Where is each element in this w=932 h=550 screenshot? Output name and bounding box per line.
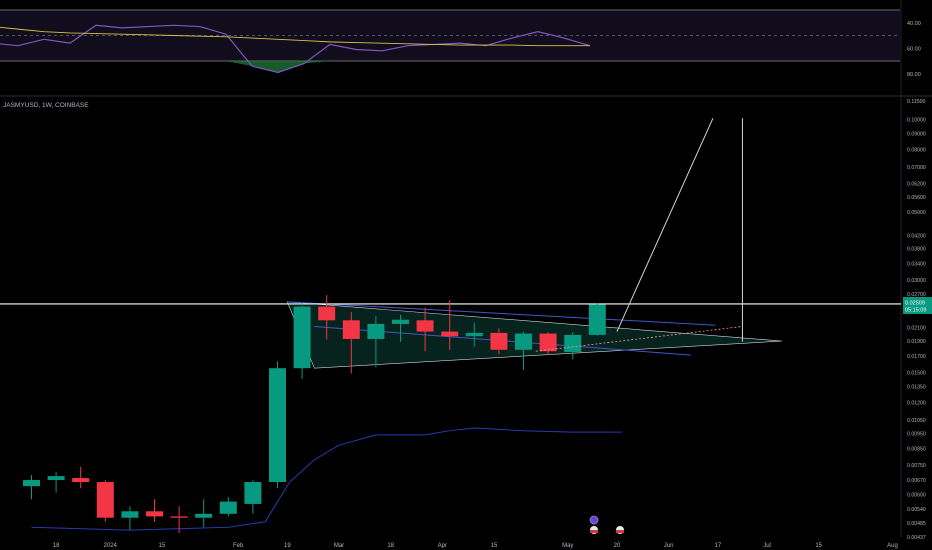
projection-dashed-line[interactable]: [535, 326, 743, 352]
earnings-marker-stripe: [590, 530, 598, 533]
candle-body[interactable]: [318, 306, 336, 321]
symbol-label: JASMYUSD, 1W, COINBASE: [3, 102, 89, 109]
candle-body[interactable]: [170, 516, 188, 518]
price-tick-label: 0.08000: [907, 147, 926, 153]
oscillator-oversold-fill: [226, 61, 330, 73]
price-tick-label: 0.00437: [907, 535, 926, 541]
time-tick-label: Mar: [334, 543, 344, 549]
dividend-marker-stripe: [616, 530, 624, 533]
price-tick-label: 0.10000: [907, 118, 926, 124]
oscillator-panel[interactable]: [0, 9, 900, 74]
price-tick-label: 0.03400: [907, 261, 926, 267]
candle-body[interactable]: [121, 511, 139, 518]
price-tick-label: 0.07000: [907, 165, 926, 171]
price-tick-label: 0.00670: [907, 478, 926, 484]
last-price-badge-box: [903, 297, 932, 314]
price-panel[interactable]: [0, 118, 901, 534]
price-tick-label: 0.00600: [907, 493, 926, 499]
price-tick-label: 0.01050: [907, 418, 926, 424]
candle-body[interactable]: [367, 323, 385, 339]
projection-target-line[interactable]: [616, 118, 714, 332]
price-tick-label: 0.09000: [907, 132, 926, 138]
price-axis[interactable]: 40.00 60.00 80.00 0.11500 0.10000 0.09000 0.08…: [907, 21, 926, 541]
candle-body[interactable]: [269, 368, 286, 483]
candle-body[interactable]: [244, 482, 262, 504]
price-tick-label: 0.06200: [907, 181, 926, 187]
price-tick-label: 0.03800: [907, 247, 926, 253]
price-tick-label: 0.04200: [907, 233, 926, 239]
oscillator-average-line[interactable]: [0, 26, 590, 47]
candle-body[interactable]: [465, 332, 483, 337]
price-tick-label: 0.00850: [907, 446, 926, 452]
oscillator-line[interactable]: [0, 24, 591, 74]
oscillator-tick-label: 60.00: [907, 46, 921, 52]
event-marker-icon[interactable]: [589, 515, 599, 525]
candle-body[interactable]: [539, 333, 557, 352]
time-tick-label: 18: [387, 543, 394, 549]
price-tick-label: 0.01900: [907, 339, 926, 345]
candle-body[interactable]: [195, 513, 213, 518]
price-tick-label: 0.00485: [907, 521, 926, 527]
time-tick-label: Feb: [233, 543, 244, 549]
price-tick-label: 0.05600: [907, 195, 926, 201]
time-tick-label: 18: [53, 543, 60, 549]
candle-body[interactable]: [47, 476, 65, 481]
price-tick-label: 0.01350: [907, 385, 926, 391]
moving-average-line[interactable]: [31, 427, 622, 531]
candle-body[interactable]: [342, 320, 360, 339]
oscillator-tick-label: 80.00: [907, 72, 921, 78]
price-tick-label: 0.02100: [907, 326, 926, 332]
time-tick-label: Jul: [763, 543, 771, 549]
candle-body[interactable]: [293, 306, 311, 369]
time-tick-label: 19: [284, 543, 291, 549]
price-tick-label: 0.00750: [907, 463, 926, 469]
price-tick-label: 0.03000: [907, 278, 926, 284]
time-tick-label: 20: [614, 543, 621, 549]
candle-body[interactable]: [146, 511, 163, 517]
triangle-upper-trendline[interactable]: [287, 301, 716, 326]
time-tick-label: Apr: [438, 543, 447, 549]
candle-body[interactable]: [490, 332, 508, 350]
price-tick-label: 0.05000: [907, 210, 926, 216]
candle-body[interactable]: [564, 334, 582, 353]
price-tick-label: 0.11500: [907, 99, 925, 105]
time-tick-label: Jun: [664, 543, 674, 549]
time-axis[interactable]: 18 2024 15 Feb 19 Mar 18 Apr 15 May 20 Jun 17 Jul 15 Au…: [53, 543, 898, 549]
oscillator-tick-label: 40.00: [907, 21, 921, 27]
candle-body[interactable]: [416, 320, 434, 332]
price-tick-label: 0.01700: [907, 354, 926, 360]
price-tick-label: 0.01200: [907, 400, 926, 406]
candle-body[interactable]: [392, 319, 409, 324]
time-tick-label: May: [562, 543, 573, 549]
time-tick-label: 2024: [104, 543, 118, 549]
time-tick-label: 17: [714, 543, 721, 549]
last-price-badge: 0.02509 05:15:09: [903, 297, 932, 314]
price-tick-label: 0.02700: [907, 292, 926, 298]
price-tick-label: 0.00540: [907, 507, 926, 513]
last-price-value: 0.02509: [905, 301, 925, 307]
candle-body[interactable]: [441, 331, 459, 337]
candle-body[interactable]: [72, 478, 90, 483]
time-tick-label: 15: [159, 543, 166, 549]
candle-body[interactable]: [515, 333, 532, 350]
price-countdown: 05:15:09: [905, 308, 926, 314]
candle-body[interactable]: [23, 480, 40, 487]
candle-body[interactable]: [219, 501, 237, 514]
candle-body[interactable]: [588, 304, 606, 335]
candle-body[interactable]: [96, 482, 114, 518]
time-tick-label: 15: [815, 543, 822, 549]
price-tick-label: 0.00950: [907, 431, 926, 437]
price-tick-label: 0.01500: [907, 371, 926, 377]
time-tick-label: 15: [491, 543, 498, 549]
event-markers: [589, 515, 624, 534]
time-tick-label: Aug: [887, 543, 898, 549]
